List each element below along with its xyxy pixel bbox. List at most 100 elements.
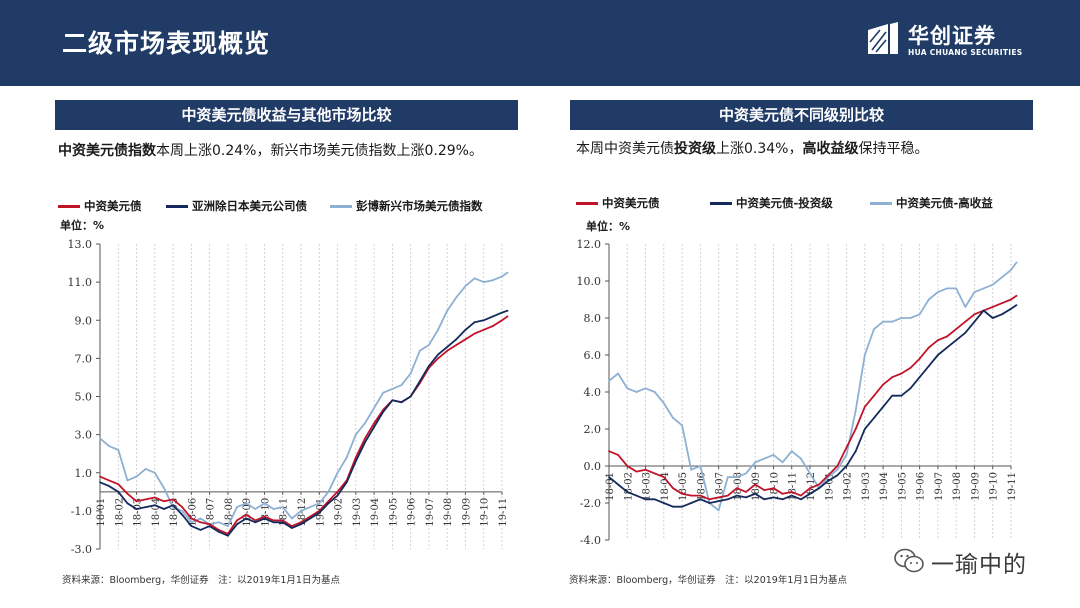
x-tick-label: 18-05 — [678, 472, 689, 501]
x-tick-label: 19-03 — [861, 472, 872, 501]
data-point — [927, 298, 930, 301]
series-line — [99, 315, 509, 535]
data-point — [900, 372, 903, 375]
data-point — [763, 489, 766, 491]
data-point — [108, 479, 110, 482]
data-point — [973, 313, 976, 316]
legend-label: 中资美元债 — [602, 196, 660, 210]
data-point — [653, 472, 656, 475]
data-point — [364, 437, 366, 440]
series-line — [608, 261, 1018, 512]
data-point — [108, 445, 110, 447]
x-tick-label: 18-04 — [151, 498, 162, 527]
data-point — [873, 328, 875, 330]
x-tick-label: 19-01 — [824, 472, 835, 501]
y-tick-label: 5.0 — [75, 391, 93, 404]
x-tick-label: 18-12 — [297, 498, 308, 527]
data-point — [754, 492, 757, 495]
data-point — [126, 479, 129, 482]
data-point — [190, 521, 193, 524]
data-point — [717, 496, 720, 499]
y-tick-label: 8.0 — [584, 312, 602, 325]
x-tick-label: 19-06 — [407, 498, 418, 527]
right-desc-bold-1: 投资级 — [674, 141, 716, 157]
data-point — [300, 510, 302, 512]
data-point — [364, 441, 366, 444]
data-point — [364, 422, 366, 425]
x-tick-label: 19-09 — [970, 472, 981, 501]
data-point — [373, 407, 375, 409]
data-point — [126, 492, 129, 495]
data-point — [135, 500, 138, 503]
data-point — [272, 521, 275, 524]
data-point — [501, 275, 503, 278]
data-point — [708, 502, 711, 504]
data-point — [617, 483, 619, 486]
data-point — [608, 380, 610, 382]
data-point — [882, 383, 884, 386]
wechat-icon — [894, 548, 924, 573]
x-tick-label: 19-11 — [498, 498, 509, 527]
data-point — [982, 287, 985, 290]
data-point — [681, 424, 683, 427]
data-point — [772, 454, 775, 456]
data-point — [446, 349, 449, 352]
data-point — [800, 498, 802, 501]
data-point — [464, 338, 467, 341]
data-point — [946, 287, 948, 290]
data-point — [327, 490, 330, 493]
y-tick-label: 2.0 — [584, 423, 602, 436]
legend-swatch — [576, 202, 598, 205]
data-point — [217, 529, 220, 531]
data-point — [163, 508, 165, 510]
legend-swatch — [870, 202, 892, 205]
x-tick-label: 19-09 — [461, 498, 472, 527]
y-tick-label: 12.0 — [577, 238, 602, 251]
left-panel-title: 中资美元债收益与其他市场比较 — [55, 100, 518, 130]
data-point — [918, 357, 921, 360]
data-point — [662, 476, 665, 478]
data-point — [482, 319, 485, 322]
data-point — [455, 338, 458, 341]
x-tick-label: 18-10 — [769, 472, 780, 501]
header-bar: 二级市场表现概览 华创证券 HUA CHUANG SECURITIES — [0, 0, 1080, 86]
y-tick-label: 9.0 — [75, 314, 93, 327]
y-tick-label: 3.0 — [75, 429, 93, 442]
data-point — [501, 311, 503, 314]
data-point — [672, 505, 674, 508]
x-tick-label: 18-07 — [206, 498, 217, 527]
logo-text-cn: 华创证券 — [908, 24, 996, 48]
data-point — [99, 481, 101, 484]
right-desc-text-2: 上涨0.34%， — [716, 141, 803, 157]
y-tick-label: -3.0 — [71, 543, 92, 556]
data-point — [863, 354, 866, 356]
data-point — [400, 401, 403, 404]
data-point — [809, 487, 811, 490]
data-point — [699, 498, 702, 501]
data-point — [318, 502, 321, 505]
page-title: 二级市场表现概览 — [62, 29, 271, 58]
y-tick-label: 11.0 — [68, 276, 93, 289]
data-point — [199, 529, 202, 531]
right-panel-title: 中资美元债不同级别比较 — [570, 100, 1033, 130]
data-point — [690, 468, 693, 471]
data-point — [172, 504, 174, 507]
data-point — [263, 515, 266, 518]
data-point — [845, 454, 848, 456]
data-point — [492, 279, 494, 282]
series-line — [608, 295, 1018, 501]
data-point — [318, 511, 321, 514]
data-point — [955, 287, 958, 290]
data-point — [181, 510, 184, 512]
data-point — [473, 332, 476, 335]
data-point — [964, 306, 967, 308]
data-point — [854, 428, 857, 430]
data-point — [918, 376, 921, 379]
data-point — [873, 417, 875, 419]
data-point — [736, 487, 738, 490]
data-point — [982, 309, 985, 312]
data-point — [617, 372, 619, 375]
x-tick-label: 18-01 — [605, 472, 616, 501]
y-tick-label: -1.0 — [71, 505, 92, 518]
right-unit-label: 单位：% — [586, 220, 631, 233]
